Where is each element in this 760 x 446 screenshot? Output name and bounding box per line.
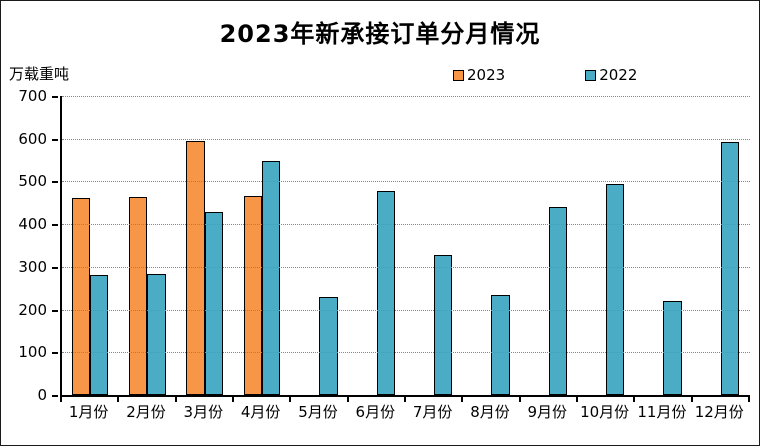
legend: 2023 2022 (453, 66, 637, 84)
y-axis-tick-300 (52, 266, 58, 269)
y-axis-tick-400 (52, 224, 58, 227)
legend-swatch-2023 (453, 69, 464, 81)
x-axis-label-7月份: 7月份 (412, 403, 453, 421)
bar-group-12月份 (693, 96, 750, 395)
bar-2022-12月份 (720, 142, 740, 395)
plot-area (60, 96, 750, 397)
bar-2022-2月份 (147, 274, 166, 395)
legend-item-2022: 2022 (585, 66, 637, 84)
x-axis-label-1月份: 1月份 (68, 403, 109, 421)
bar-group-8月份 (463, 96, 520, 395)
bar-2022-8月份 (491, 295, 510, 395)
gridline-500 (62, 181, 750, 183)
x-axis-tick-7 (461, 397, 464, 402)
bar-group-4月份 (234, 96, 291, 395)
legend-item-2023: 2023 (453, 66, 505, 84)
gridline-200 (62, 309, 750, 311)
gridline-300 (62, 266, 750, 268)
bar-2023-1月份 (71, 197, 91, 395)
x-axis-tick-0 (60, 397, 62, 402)
y-axis-label-0: 0 (37, 386, 47, 404)
x-axis-tick-11 (690, 397, 693, 402)
legend-label-2023: 2023 (467, 66, 506, 84)
x-axis-tick-3 (232, 397, 234, 402)
gridline-400 (62, 224, 750, 226)
x-axis-label-9月份: 9月份 (527, 403, 568, 421)
x-axis-label-11月份: 11月份 (637, 403, 687, 421)
chart-title: 2023年新承接订单分月情况 (219, 20, 541, 48)
x-axis-label-3月份: 3月份 (183, 403, 224, 421)
bar-group-6月份 (349, 96, 406, 395)
y-axis-tick-600 (52, 138, 58, 141)
x-axis-label-8月份: 8月份 (470, 403, 510, 421)
bar-group-3月份 (177, 96, 234, 395)
x-axis-label-6月份: 6月份 (355, 403, 396, 421)
y-axis-label-400: 400 (18, 215, 47, 234)
y-axis-tick-100 (52, 352, 58, 355)
bar-2023-2月份 (129, 196, 148, 395)
y-axis-tick-700 (52, 96, 58, 98)
y-axis-labels: 0 100 200 300 400 500 600 700 (1, 87, 51, 404)
bar-2022-7月份 (434, 255, 453, 395)
legend-swatch-2022 (585, 69, 597, 81)
bar-2023-4月份 (243, 195, 263, 395)
bar-group-10月份 (578, 96, 635, 395)
bar-group-5月份 (291, 96, 348, 395)
bar-2022-1月份 (90, 274, 109, 395)
legend-label-2022: 2022 (599, 66, 638, 84)
x-axis-tick-6 (404, 397, 406, 402)
bar-2022-5月份 (319, 296, 338, 395)
bar-2022-6月份 (376, 190, 396, 395)
x-axis-label-10月份: 10月份 (580, 403, 630, 421)
y-axis-unit-label: 万载重吨 (9, 65, 70, 83)
y-axis-label-500: 500 (18, 172, 47, 191)
y-axis-label-700: 700 (18, 87, 47, 105)
x-axis-tick-5 (346, 397, 349, 402)
x-axis-tick-4 (289, 397, 292, 402)
bar-2022-3月份 (204, 211, 224, 395)
y-axis-tick-0 (52, 395, 58, 397)
bar-group-11月份 (635, 96, 692, 395)
x-axis-label-2月份: 2月份 (126, 403, 166, 421)
gridline-600 (62, 138, 750, 140)
gridline-100 (62, 352, 750, 354)
bar-2022-9月份 (548, 207, 568, 395)
x-axis-label-4月份: 4月份 (240, 403, 281, 421)
bar-group-9月份 (521, 96, 578, 395)
y-axis-tick-200 (52, 309, 58, 312)
y-axis-label-600: 600 (18, 129, 47, 148)
bar-group-1月份 (62, 96, 119, 395)
gridline-700 (62, 96, 750, 97)
bar-2023-3月份 (186, 140, 205, 395)
bar-groups (62, 96, 750, 395)
x-axis-tick-2 (174, 397, 177, 402)
x-axis-label-12月份: 12月份 (694, 403, 744, 421)
x-axis-labels: 1月份 2月份 3月份 4月份 5月份 6月份 7月份 8月份 9月份 10月份 11月份 12月份 (60, 401, 748, 422)
x-axis-label-5月份: 5月份 (298, 403, 338, 421)
x-axis-tick-10 (633, 397, 636, 402)
y-axis-label-200: 200 (18, 300, 47, 319)
x-axis-tick-8 (518, 397, 521, 402)
y-axis-tick-500 (52, 181, 58, 184)
x-axis-tick-12 (748, 397, 750, 402)
y-axis-label-300: 300 (18, 257, 47, 276)
y-axis-label-100: 100 (18, 343, 47, 362)
bar-2022-11月份 (663, 301, 682, 395)
bar-group-2月份 (119, 96, 176, 395)
x-axis-tick-9 (576, 397, 578, 402)
bar-group-7月份 (406, 96, 463, 395)
bar-2022-4月份 (262, 160, 281, 395)
x-axis-tick-1 (117, 397, 120, 402)
bar-2022-10月份 (606, 183, 625, 395)
